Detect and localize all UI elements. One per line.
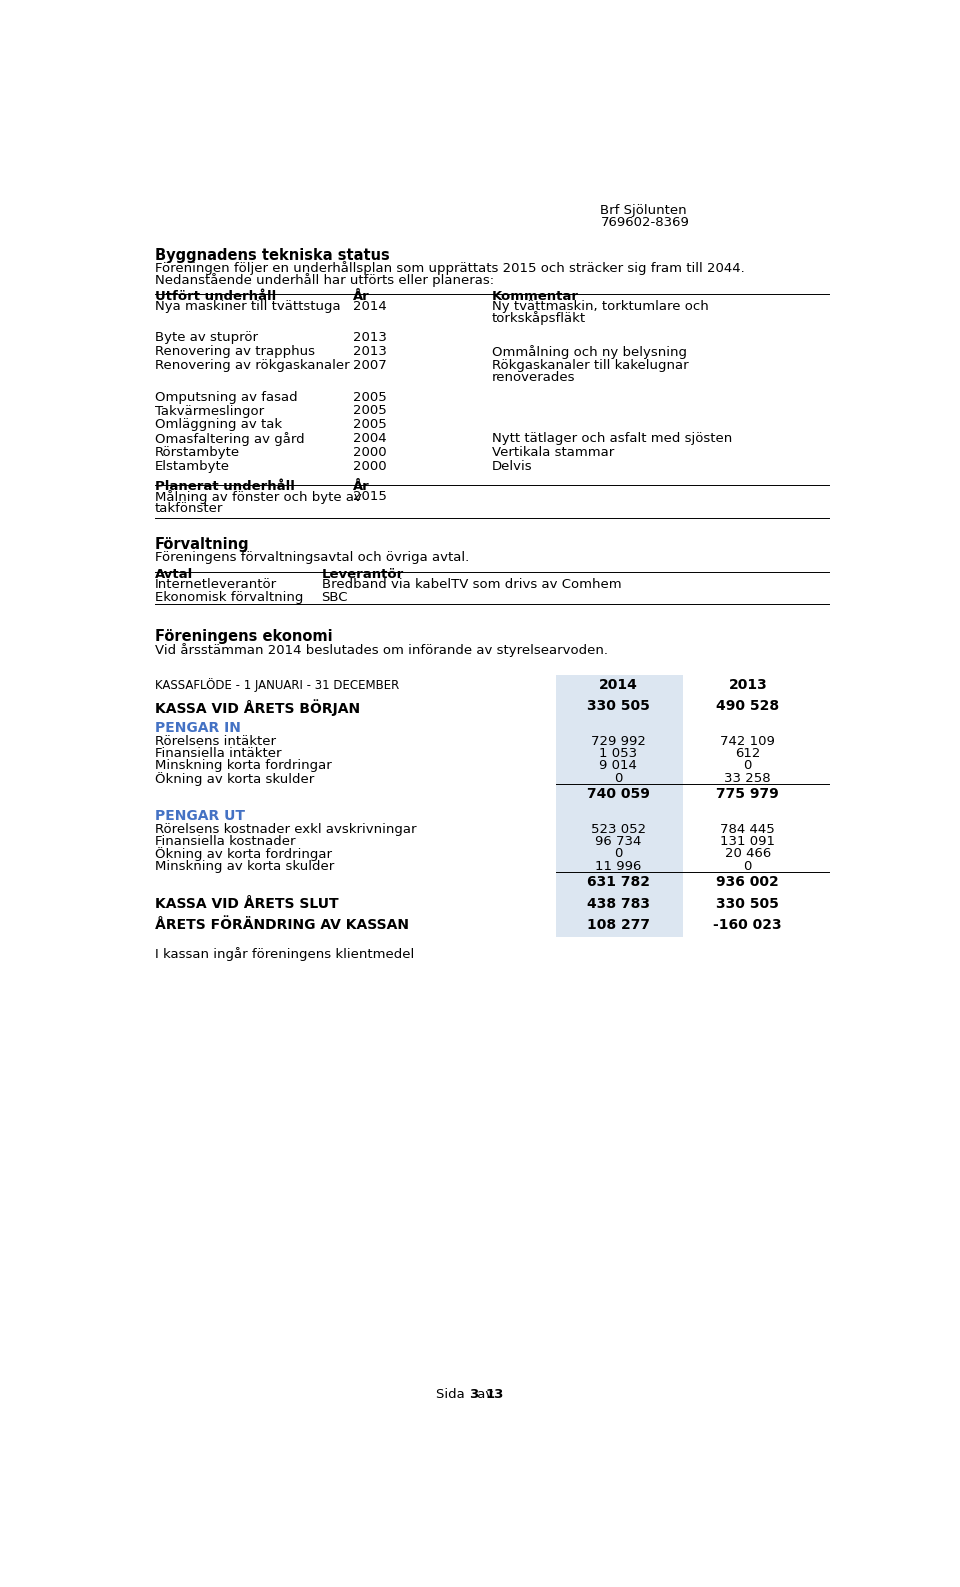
Text: Ökning av korta skulder: Ökning av korta skulder [155, 771, 314, 786]
Text: Avtal: Avtal [155, 568, 193, 581]
Text: Nya maskiner till tvättstuga: Nya maskiner till tvättstuga [155, 300, 341, 313]
Text: Takvärmeslingor: Takvärmeslingor [155, 405, 264, 417]
Text: 131 091: 131 091 [720, 835, 776, 847]
Text: 742 109: 742 109 [720, 735, 775, 747]
Text: Renovering av rökgaskanaler: Renovering av rökgaskanaler [155, 359, 349, 371]
Text: 784 445: 784 445 [720, 822, 775, 836]
Text: Ny tvättmaskin, torktumlare och: Ny tvättmaskin, torktumlare och [492, 300, 708, 313]
Text: Minskning korta fordringar: Minskning korta fordringar [155, 760, 331, 773]
Text: 1 053: 1 053 [599, 747, 637, 760]
Text: 936 002: 936 002 [716, 874, 780, 889]
Text: ÅRETS FÖRÄNDRING AV KASSAN: ÅRETS FÖRÄNDRING AV KASSAN [155, 919, 409, 932]
Text: Rörelsens kostnader exkl avskrivningar: Rörelsens kostnader exkl avskrivningar [155, 822, 417, 836]
Text: Byggnadens tekniska status: Byggnadens tekniska status [155, 248, 390, 263]
Text: Ommålning och ny belysning: Ommålning och ny belysning [492, 346, 687, 359]
Text: 775 979: 775 979 [716, 787, 780, 801]
Text: 2000: 2000 [352, 446, 386, 459]
Bar [556, 674, 683, 936]
Text: 0: 0 [614, 847, 622, 860]
Text: Sida: Sida [436, 1387, 468, 1401]
Text: 0: 0 [744, 860, 752, 873]
Text: Vertikala stammar: Vertikala stammar [492, 446, 614, 459]
Text: 2005: 2005 [352, 405, 386, 417]
Text: KASSAFLÖDE - 1 JANUARI - 31 DECEMBER: KASSAFLÖDE - 1 JANUARI - 31 DECEMBER [155, 678, 399, 692]
Text: 13: 13 [486, 1387, 504, 1401]
Text: Kommentar: Kommentar [492, 290, 579, 303]
Text: Omasfaltering av gård: Omasfaltering av gård [155, 432, 304, 446]
Text: Internetleverantör: Internetleverantör [155, 578, 277, 590]
Text: 330 505: 330 505 [587, 700, 650, 714]
Text: PENGAR IN: PENGAR IN [155, 720, 241, 735]
Text: 11 996: 11 996 [595, 860, 641, 873]
Text: Omputsning av fasad: Omputsning av fasad [155, 390, 298, 403]
Text: 2014: 2014 [352, 300, 386, 313]
Text: 2000: 2000 [352, 460, 386, 473]
Text: Målning av fönster och byte av: Målning av fönster och byte av [155, 490, 362, 505]
Text: Föreningens ekonomi: Föreningens ekonomi [155, 630, 332, 644]
Text: Nedanstående underhåll har utförts eller planeras:: Nedanstående underhåll har utförts eller… [155, 273, 494, 287]
Text: Finansiella intäkter: Finansiella intäkter [155, 747, 281, 760]
Text: 0: 0 [614, 771, 622, 786]
Text: Vid årsstämman 2014 beslutades om införande av styrelsearvoden.: Vid årsstämman 2014 beslutades om införa… [155, 643, 608, 657]
Text: I kassan ingår föreningens klientmedel: I kassan ingår föreningens klientmedel [155, 947, 414, 962]
Text: 769602-8369: 769602-8369 [601, 216, 689, 229]
Text: Delvis: Delvis [492, 460, 533, 473]
Text: 2013: 2013 [352, 332, 386, 344]
Text: Föreningens förvaltningsavtal och övriga avtal.: Föreningens förvaltningsavtal och övriga… [155, 551, 469, 563]
Text: Elstambyte: Elstambyte [155, 460, 229, 473]
Text: 0: 0 [744, 760, 752, 773]
Text: Föreningen följer en underhållsplan som upprättats 2015 och sträcker sig fram ti: Föreningen följer en underhållsplan som … [155, 262, 745, 275]
Text: 2014: 2014 [599, 678, 637, 692]
Text: 9 014: 9 014 [599, 760, 637, 773]
Text: 523 052: 523 052 [590, 822, 646, 836]
Text: 2007: 2007 [352, 359, 386, 371]
Text: 612: 612 [735, 747, 760, 760]
Text: SBC: SBC [322, 590, 348, 603]
Text: -160 023: -160 023 [713, 919, 782, 932]
Text: 729 992: 729 992 [591, 735, 646, 747]
Text: 2013: 2013 [729, 678, 767, 692]
Text: 2004: 2004 [352, 432, 386, 446]
Text: Nytt tätlager och asfalt med sjösten: Nytt tätlager och asfalt med sjösten [492, 432, 732, 446]
Text: Leverantör: Leverantör [322, 568, 404, 581]
Text: renoverades: renoverades [492, 371, 575, 384]
Text: 2005: 2005 [352, 419, 386, 432]
Text: Finansiella kostnader: Finansiella kostnader [155, 835, 296, 847]
Text: Rökgaskanaler till kakelugnar: Rökgaskanaler till kakelugnar [492, 359, 688, 371]
Text: Renovering av trapphus: Renovering av trapphus [155, 346, 315, 359]
Text: takfönster: takfönster [155, 501, 224, 514]
Text: År: År [352, 290, 370, 303]
Text: 2005: 2005 [352, 390, 386, 403]
Text: 20 466: 20 466 [725, 847, 771, 860]
Text: Omläggning av tak: Omläggning av tak [155, 419, 282, 432]
Text: 631 782: 631 782 [587, 874, 650, 889]
Text: År: År [352, 479, 370, 494]
Text: 33 258: 33 258 [725, 771, 771, 786]
Text: KASSA VID ÅRETS BÖRJAN: KASSA VID ÅRETS BÖRJAN [155, 700, 360, 716]
Text: 2015: 2015 [352, 490, 386, 503]
Text: Ekonomisk förvaltning: Ekonomisk förvaltning [155, 590, 303, 603]
Text: Ökning av korta fordringar: Ökning av korta fordringar [155, 847, 332, 862]
Text: 96 734: 96 734 [595, 835, 641, 847]
Text: 108 277: 108 277 [587, 919, 650, 932]
Text: PENGAR UT: PENGAR UT [155, 809, 245, 822]
Text: KASSA VID ÅRETS SLUT: KASSA VID ÅRETS SLUT [155, 897, 339, 911]
Text: 740 059: 740 059 [587, 787, 650, 801]
Text: 2013: 2013 [352, 346, 386, 359]
Text: Rörstambyte: Rörstambyte [155, 446, 240, 459]
Text: 330 505: 330 505 [716, 897, 780, 911]
Text: Bredband via kabelTV som drivs av Comhem: Bredband via kabelTV som drivs av Comhem [322, 578, 621, 590]
Text: Planerat underhåll: Planerat underhåll [155, 479, 295, 494]
Text: torkskåpsfläkt: torkskåpsfläkt [492, 311, 587, 325]
Text: 3: 3 [468, 1387, 478, 1401]
Text: Byte av stuprör: Byte av stuprör [155, 332, 258, 344]
Text: Förvaltning: Förvaltning [155, 536, 250, 552]
Text: av: av [473, 1387, 498, 1401]
Text: Rörelsens intäkter: Rörelsens intäkter [155, 735, 276, 747]
Text: Minskning av korta skulder: Minskning av korta skulder [155, 860, 334, 873]
Text: Brf Sjölunten: Brf Sjölunten [601, 205, 687, 217]
Text: Utfört underhåll: Utfört underhåll [155, 290, 276, 303]
Text: 490 528: 490 528 [716, 700, 780, 714]
Text: 438 783: 438 783 [587, 897, 650, 911]
